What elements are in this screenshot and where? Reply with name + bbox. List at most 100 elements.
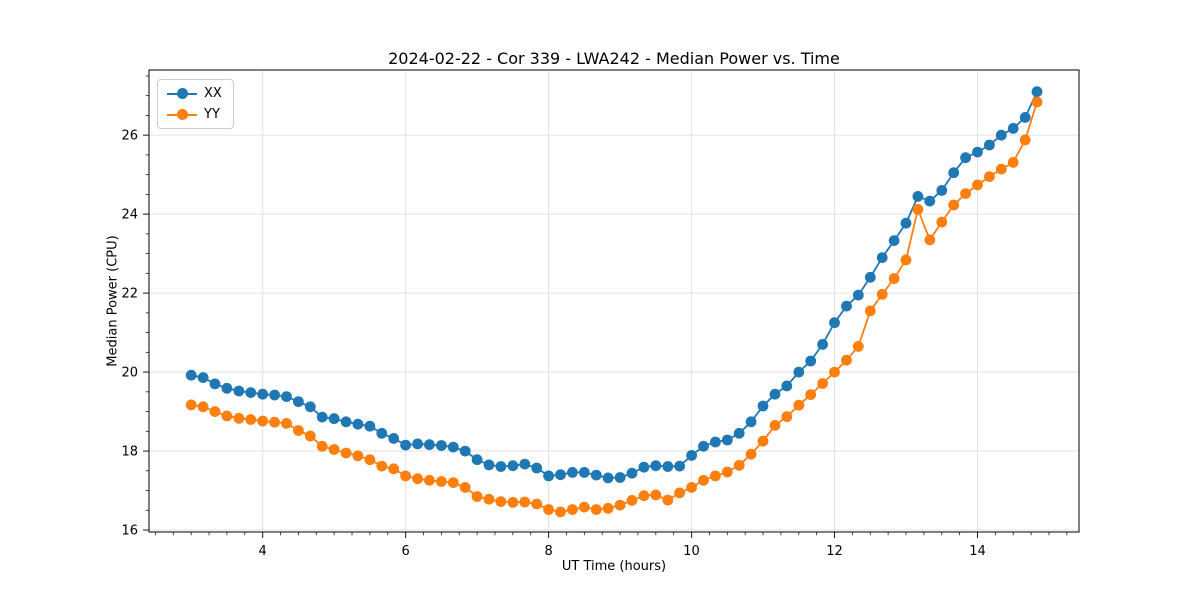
data-point [686, 482, 697, 493]
data-point [483, 493, 495, 505]
data-point [638, 461, 650, 473]
data-point [614, 499, 626, 511]
data-point [602, 502, 614, 514]
data-point [304, 430, 316, 442]
data-point [960, 188, 971, 200]
data-point [185, 399, 197, 411]
data-point [1031, 86, 1043, 98]
data-point [376, 460, 388, 472]
data-point [817, 378, 828, 389]
data-point [972, 146, 983, 158]
data-point [793, 366, 805, 378]
data-point [1019, 112, 1031, 123]
data-point [912, 191, 924, 202]
data-point [424, 474, 435, 486]
x-tick-label: 4 [259, 544, 267, 559]
data-point [900, 217, 912, 229]
y-tick-label: 16 [121, 524, 138, 539]
data-point [721, 434, 733, 446]
data-point [757, 400, 769, 412]
data-point [233, 385, 245, 397]
data-point [900, 254, 912, 266]
data-point [936, 216, 948, 228]
data-point [412, 473, 423, 485]
legend: XX YY [157, 79, 234, 129]
data-point [995, 163, 1007, 175]
data-point [412, 438, 423, 450]
data-point [340, 416, 352, 428]
data-point [590, 504, 602, 515]
data-point [614, 472, 626, 483]
data-point [745, 416, 757, 428]
data-point [436, 440, 447, 451]
data-point [245, 387, 257, 398]
data-point [864, 271, 876, 283]
x-tick-label: 14 [969, 544, 986, 559]
series-yy-markers [185, 96, 1043, 518]
data-point [698, 440, 709, 452]
data-point [209, 406, 221, 417]
legend-swatch-yy [167, 109, 197, 121]
data-point [388, 433, 400, 444]
data-point [626, 467, 638, 479]
data-point [340, 447, 352, 459]
data-point [686, 450, 697, 461]
chart-title: 2024-02-22 - Cor 339 - LWA242 - Median P… [388, 49, 840, 68]
data-point [495, 496, 507, 507]
data-point [852, 289, 864, 301]
data-point [269, 416, 280, 428]
x-tick-label: 10 [683, 544, 700, 559]
data-point [710, 436, 721, 448]
ticks [143, 75, 1068, 538]
data-point [650, 489, 662, 501]
data-point [769, 420, 781, 431]
data-point [376, 427, 388, 439]
plot-border [148, 69, 1080, 533]
data-point [948, 167, 960, 179]
data-point [459, 482, 471, 493]
data-point [304, 401, 316, 413]
y-tick-label: 26 [121, 129, 138, 144]
data-point [352, 418, 364, 430]
x-tick-label: 6 [401, 544, 409, 559]
data-point [674, 460, 685, 472]
data-point [507, 460, 519, 472]
data-point [364, 454, 376, 466]
tick-labels: 4 6 8 10 12 14 16 18 20 22 24 26 [121, 129, 985, 559]
data-point [721, 466, 733, 478]
data-point [257, 388, 269, 400]
data-point [650, 460, 662, 472]
data-point [1007, 157, 1019, 168]
data-point [829, 366, 840, 378]
data-point [995, 129, 1007, 141]
data-point [984, 171, 995, 183]
data-point [197, 372, 209, 383]
data-point [972, 179, 983, 191]
data-point [555, 469, 566, 481]
data-point [447, 441, 459, 453]
data-point [888, 235, 900, 247]
data-point [364, 420, 376, 432]
data-point [733, 459, 745, 471]
data-point [662, 461, 674, 472]
data-point [543, 504, 554, 515]
data-point [852, 341, 864, 352]
data-point [912, 204, 924, 215]
data-point [948, 199, 960, 211]
data-point [293, 396, 304, 408]
data-point [960, 152, 971, 164]
data-point [578, 467, 590, 478]
data-point [424, 439, 435, 451]
data-point [388, 463, 400, 475]
data-point [1031, 96, 1043, 108]
data-point [328, 444, 340, 455]
data-point [233, 412, 245, 424]
data-point [495, 461, 507, 472]
data-point [638, 490, 650, 502]
data-point [471, 491, 483, 502]
y-axis-label: Median Power (CPU) [105, 235, 121, 367]
data-point [447, 477, 459, 488]
data-point [221, 410, 233, 422]
legend-label-yy: YY [204, 107, 220, 122]
data-point [316, 411, 328, 423]
